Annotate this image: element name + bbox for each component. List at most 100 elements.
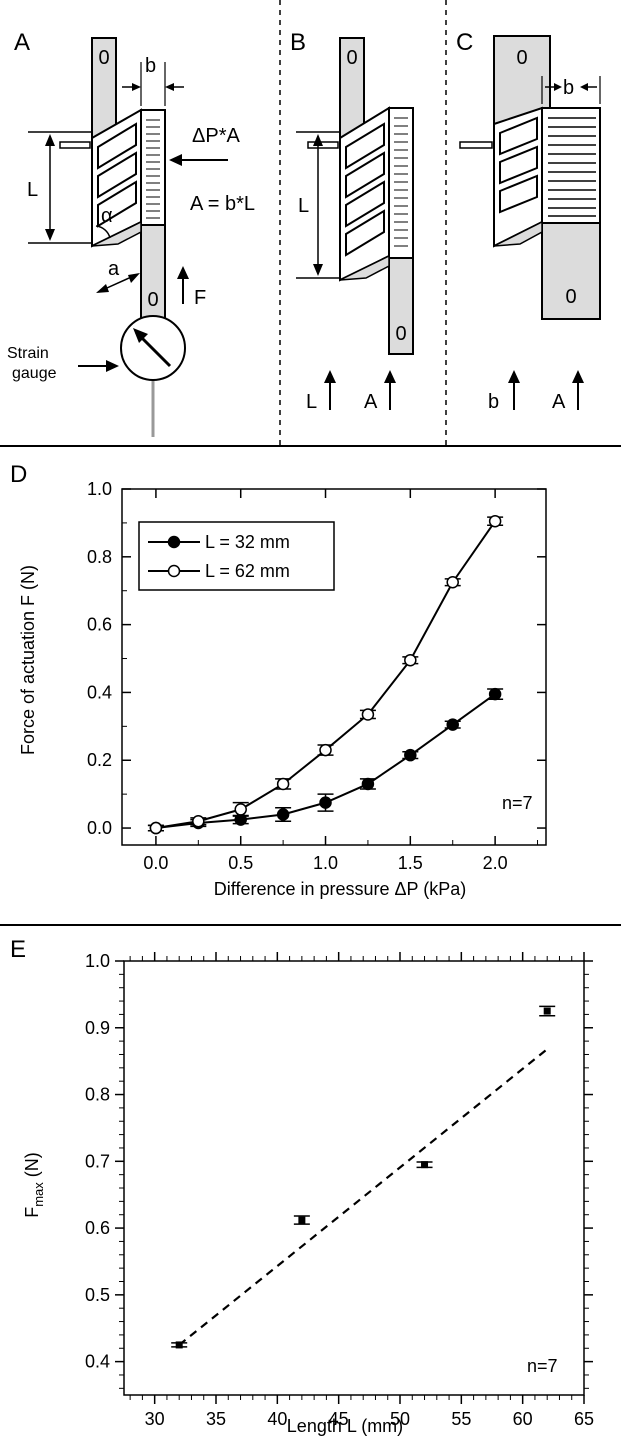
data-point xyxy=(446,718,459,731)
data-point xyxy=(319,743,332,757)
y-tick-label: 0.5 xyxy=(85,1285,110,1305)
chart-d: D 0.0 0.5 1.0 1.5 2.0 0.0 0.2 0.4 0.6 0.8 1.0 Dif… xyxy=(10,461,547,899)
lower-rod-zero: 0 xyxy=(395,323,406,345)
tick-marks xyxy=(122,488,546,845)
x-tick-labels: 0.0 0.5 1.0 1.5 2.0 xyxy=(143,853,507,873)
lower-rod-zero: 0 xyxy=(565,286,576,308)
data-point xyxy=(404,653,417,667)
frame-cell xyxy=(345,209,385,257)
data-point xyxy=(488,514,502,528)
data-point xyxy=(298,1216,306,1224)
sample-size-note: n=7 xyxy=(527,1356,558,1376)
x-tick-label: 50 xyxy=(390,1409,410,1429)
y-tick-label: 0.0 xyxy=(87,818,112,838)
membrane-hatching xyxy=(394,117,408,247)
y-axis-title: Force of actuation F (N) xyxy=(18,565,38,755)
y-axis-title: Fmax (N) xyxy=(22,1152,46,1218)
length-label: L xyxy=(298,195,309,217)
y-tick-label: 0.4 xyxy=(87,682,112,702)
membrane xyxy=(140,109,166,226)
data-point xyxy=(234,803,247,816)
x-tick-label: 30 xyxy=(145,1409,165,1429)
panel-c-letter: C xyxy=(456,29,473,56)
inlet-nozzle xyxy=(459,141,493,149)
frame-cell xyxy=(345,180,385,228)
y-tick-labels: 0.4 0.5 0.6 0.7 0.8 0.9 1.0 xyxy=(85,951,110,1372)
b-label: b xyxy=(145,55,156,77)
arrow-label-2: A xyxy=(552,391,566,413)
data-point xyxy=(276,777,290,791)
panel-a-letter: A xyxy=(14,29,30,56)
x-tick-label: 1.5 xyxy=(398,853,423,873)
force-label: ΔP*A xyxy=(192,125,240,147)
x-tick-label: 2.0 xyxy=(483,853,508,873)
lower-rod-zero: 0 xyxy=(147,289,158,311)
sample-size-note: n=7 xyxy=(502,793,533,813)
upper-rod-zero: 0 xyxy=(346,47,357,69)
membrane xyxy=(541,107,601,224)
frame-cell xyxy=(97,122,137,170)
arrow-label-1: b xyxy=(488,391,499,413)
data-point xyxy=(404,748,417,762)
panel-e-letter: E xyxy=(10,936,26,963)
data-point xyxy=(421,1161,429,1169)
data-point xyxy=(276,808,290,821)
length-label: L xyxy=(27,179,38,201)
tick-marks xyxy=(115,952,593,1404)
lower-rod xyxy=(541,222,601,320)
legend-marker-filled xyxy=(167,535,181,549)
panel-b-letter: B xyxy=(290,29,306,56)
lower-rod xyxy=(388,257,414,355)
data-point xyxy=(192,815,205,828)
x-tick-label: 0.5 xyxy=(228,853,253,873)
x-tick-labels: 30 35 40 45 50 55 60 65 xyxy=(145,1409,594,1429)
frame-base xyxy=(339,254,390,281)
y-tick-label: 0.2 xyxy=(87,750,112,770)
frame-cell xyxy=(499,145,538,185)
chart-e: E 30 35 40 45 50 55 60 65 0.4 0.5 0.6 0.7 0.8 0.9 1.0… xyxy=(10,936,594,1436)
x-tick-label: 60 xyxy=(513,1409,533,1429)
y-tick-label: 0.8 xyxy=(85,1085,110,1105)
frame-cell xyxy=(499,174,538,214)
legend: L = 32 mm L = 62 mm xyxy=(138,521,335,591)
x-tick-label: 0.0 xyxy=(143,853,168,873)
membrane xyxy=(388,107,414,259)
inlet-nozzle xyxy=(307,141,339,149)
x-tick-label: 45 xyxy=(329,1409,349,1429)
frame-cell xyxy=(97,180,137,228)
panel-d-letter: D xyxy=(10,461,27,488)
membrane-hatching xyxy=(146,119,160,219)
x-tick-label: 1.0 xyxy=(313,853,338,873)
membrane-hatching xyxy=(548,117,596,217)
y-tick-label: 0.8 xyxy=(87,547,112,567)
arrow-label-1: L xyxy=(306,391,317,413)
gauge-label-1: Strain xyxy=(7,345,49,362)
legend-box xyxy=(138,521,335,591)
x-tick-label: 65 xyxy=(574,1409,594,1429)
y-tick-label: 0.9 xyxy=(85,1018,110,1038)
arrow-label-2: A xyxy=(364,391,378,413)
series-group xyxy=(147,514,504,835)
panel-b: B 0 0 L L A xyxy=(290,29,414,413)
legend-label: L = 62 mm xyxy=(205,561,290,581)
data-point xyxy=(361,777,375,791)
plot-frame xyxy=(121,488,547,846)
frame-cell xyxy=(345,122,385,170)
gauge-label-2: gauge xyxy=(12,365,57,382)
a-label: a xyxy=(108,258,120,280)
b-label: b xyxy=(563,77,574,99)
upper-rod-zero: 0 xyxy=(516,47,527,69)
data-point xyxy=(319,796,332,809)
frame-base xyxy=(91,220,142,247)
fit-line-group xyxy=(178,1048,548,1346)
legend-label: L = 32 mm xyxy=(205,532,290,552)
upper-rod-zero: 0 xyxy=(98,47,109,69)
frame-cell xyxy=(499,116,538,156)
panel-a: A 0 0 L xyxy=(7,29,255,437)
y-tick-label: 0.7 xyxy=(85,1151,110,1171)
y-tick-label: 0.4 xyxy=(85,1352,110,1372)
legend-marker-open xyxy=(167,564,181,578)
f-label: F xyxy=(194,287,206,309)
points-group xyxy=(171,1005,556,1349)
